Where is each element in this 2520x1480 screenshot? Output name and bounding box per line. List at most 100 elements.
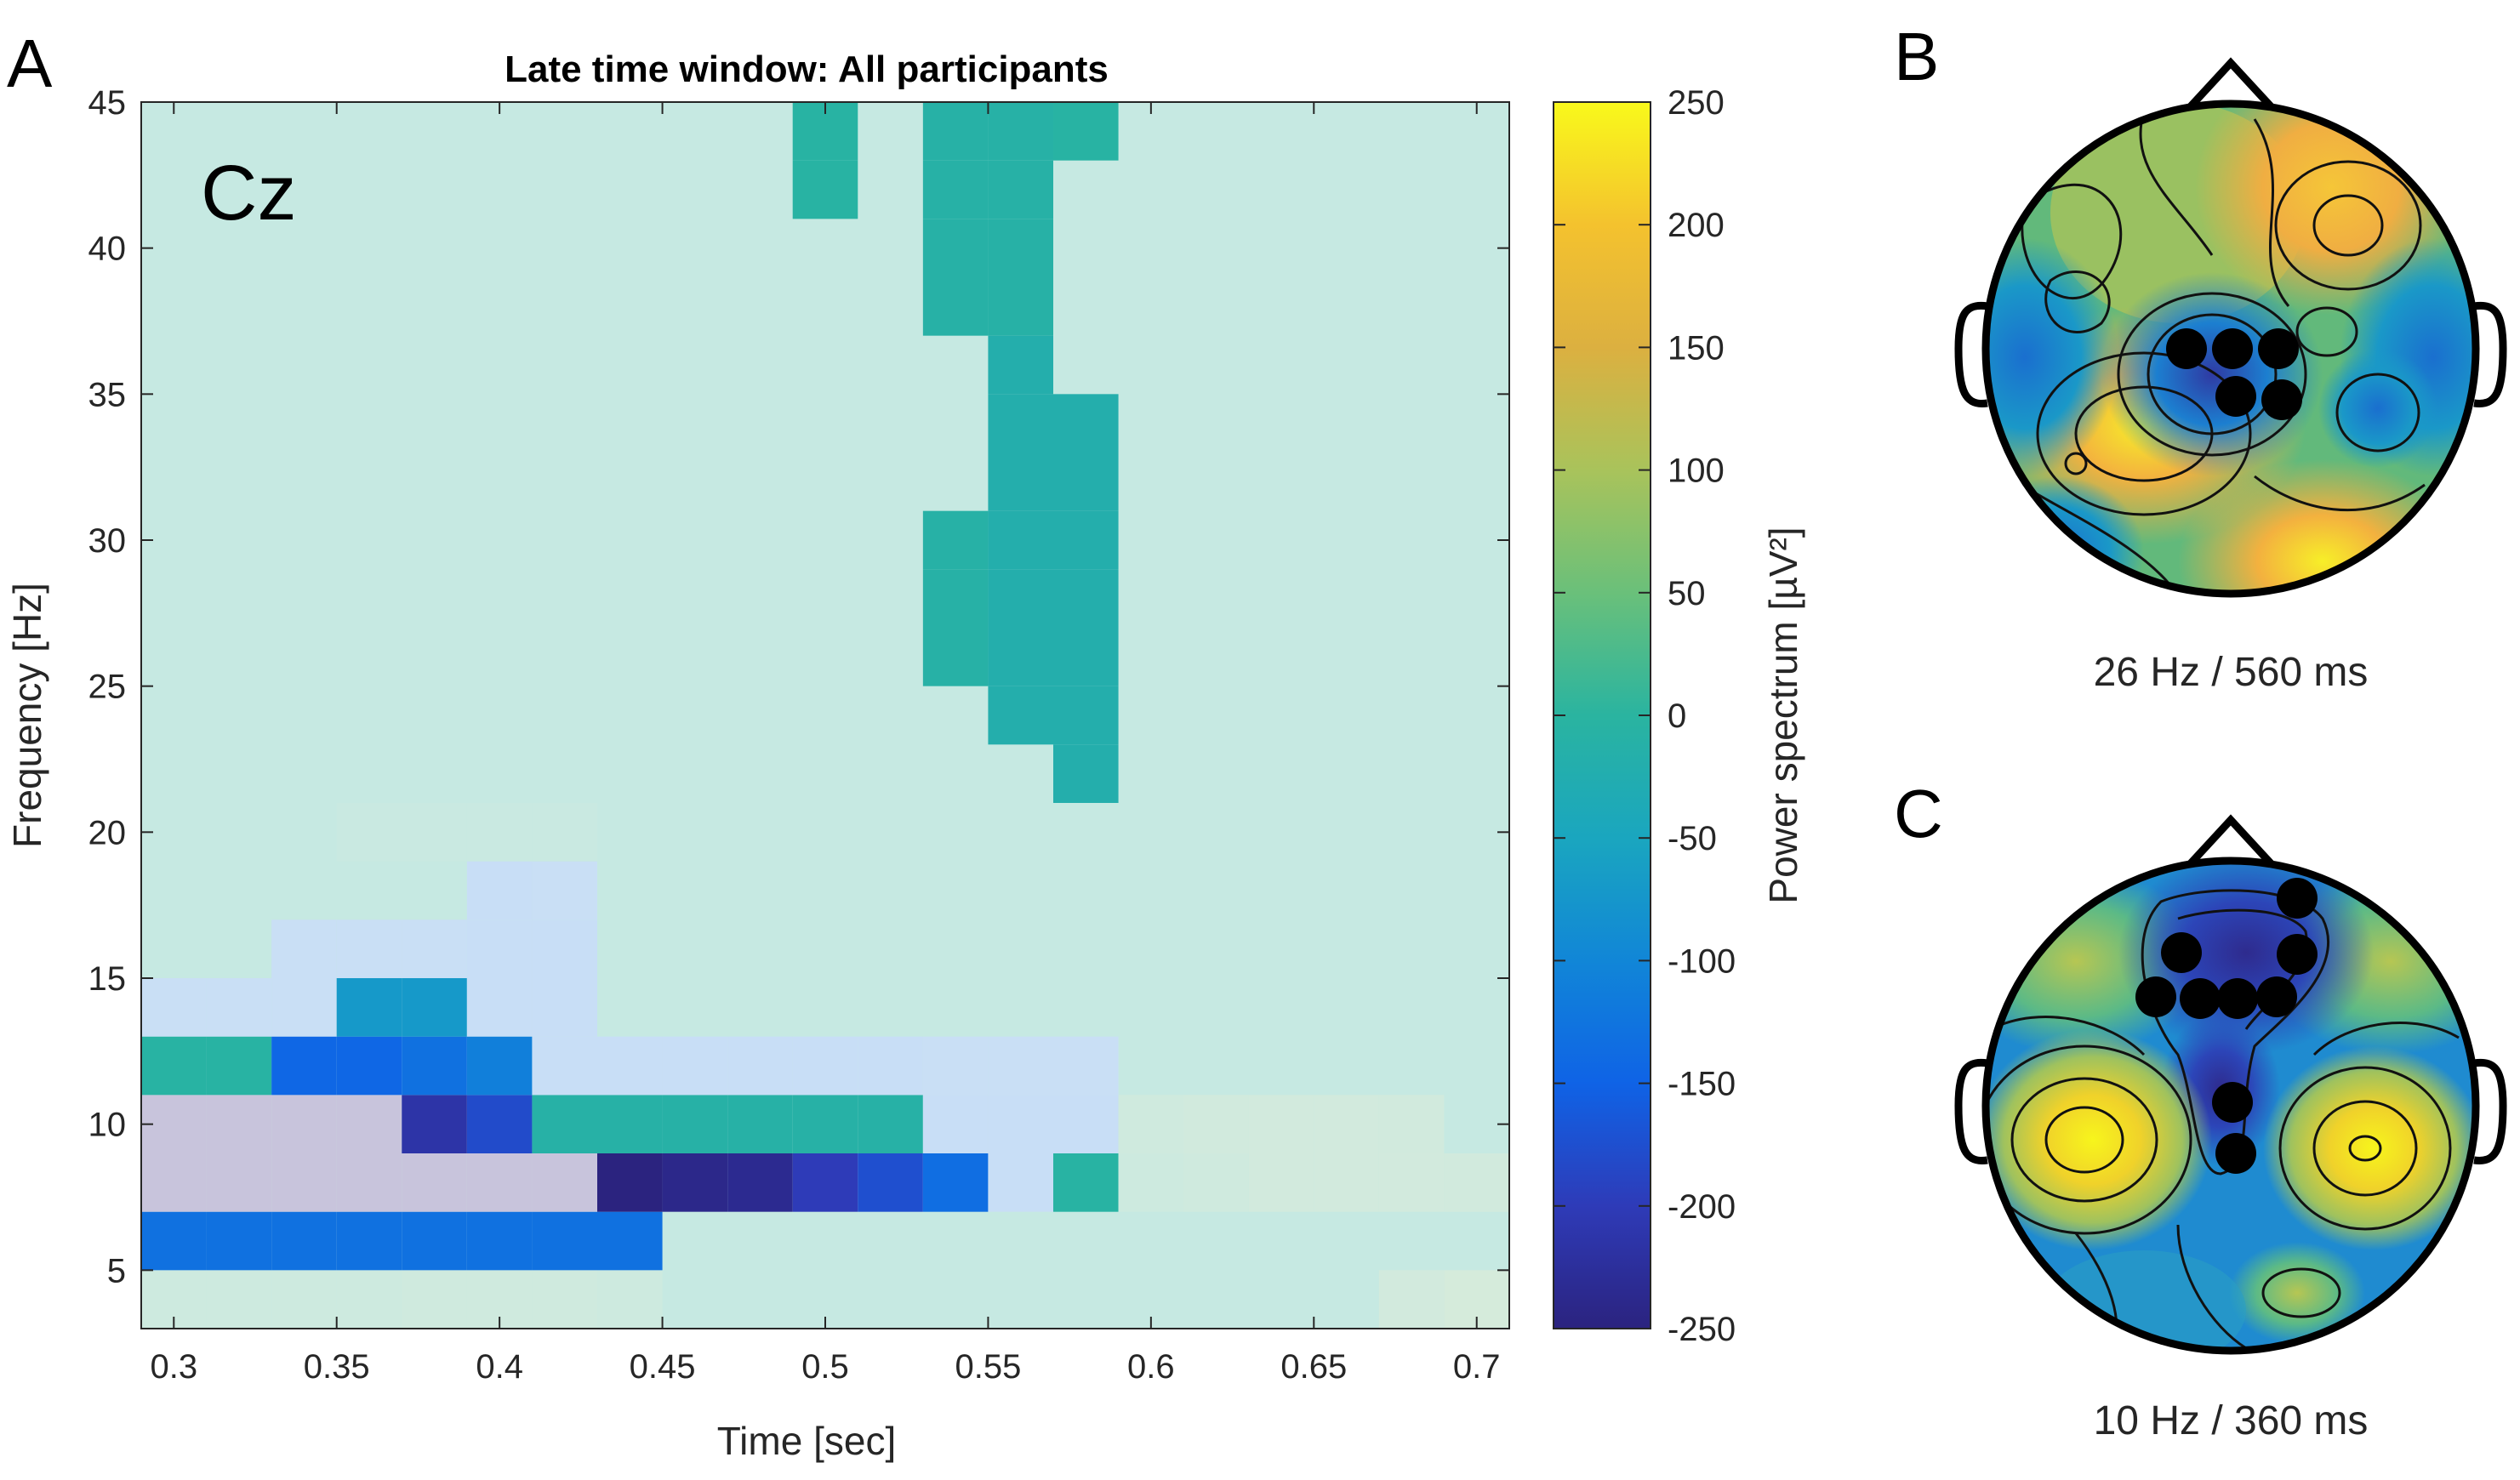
y-axis-label: Frequency [Hz] [5, 583, 49, 848]
heatmap-cell [532, 861, 597, 920]
heatmap-cell [922, 510, 989, 570]
heatmap-cell [792, 1036, 858, 1096]
heatmap-cell [1053, 1095, 1119, 1153]
colorbar-tick-label: -100 [1668, 942, 1736, 980]
heatmap-cell [532, 1211, 597, 1271]
heatmap-cell [922, 569, 989, 628]
heatmap-cell [922, 160, 989, 219]
x-tick-label: 0.55 [955, 1348, 1021, 1386]
heatmap-cell [1378, 1153, 1445, 1212]
heatmap-cell [792, 1095, 858, 1153]
topoplot-c-caption: 10 Hz / 360 ms [2094, 1398, 2369, 1443]
heatmap-cell [466, 919, 533, 978]
y-tick-label: 35 [88, 376, 127, 413]
marked-electrodes-b [2166, 328, 2302, 420]
heatmap-cell [466, 1095, 533, 1153]
heatmap-cell [141, 1036, 207, 1096]
heatmap-cell [466, 1153, 533, 1212]
heatmap-cell [1053, 1036, 1119, 1096]
heatmap-cell [988, 219, 1053, 277]
heatmap-cell [271, 1270, 337, 1329]
heatmap-cell [466, 861, 533, 920]
colorbar-tick-label: -50 [1668, 820, 1717, 857]
heatmap-cell [532, 1153, 597, 1212]
heatmap-cell [206, 1270, 272, 1329]
heatmap-cell [988, 160, 1053, 219]
colorbar: 250 200 150 100 50 0 -50 -100 -150 -200 -250 [1553, 84, 1736, 1348]
heatmap-plot: 0.3 0.35 0.4 0.45 0.5 0.55 0.6 0.65 0.7 5 10 15 20 2… [88, 84, 1510, 1386]
colorbar-tick-label: 50 [1668, 575, 1706, 612]
heatmap-cell [1053, 569, 1119, 628]
y-tick-label: 5 [107, 1252, 126, 1289]
heatmap-cell [402, 978, 467, 1037]
heatmap-cell [1378, 1270, 1445, 1329]
heatmap-cell [336, 919, 402, 978]
heatmap-cell [988, 1153, 1053, 1212]
x-tick-label: 0.45 [630, 1348, 696, 1386]
y-tick-label: 40 [88, 231, 127, 268]
heatmap-cell [922, 102, 989, 161]
heatmap-cell [1053, 628, 1119, 686]
heatmap-cell [466, 1211, 533, 1271]
heatmap-cell [922, 1036, 989, 1096]
heatmap-cell [988, 277, 1053, 336]
heatmap-cell [1183, 1153, 1249, 1212]
heatmap-cell [466, 803, 533, 862]
colorbar-gradient [1553, 101, 1651, 1329]
x-tick-label: 0.4 [476, 1348, 523, 1386]
heatmap-cell [1053, 102, 1119, 161]
heatmap-cell [271, 1036, 337, 1096]
heatmap-cell [336, 1036, 402, 1096]
heatmap-cell [141, 1153, 207, 1212]
heatmap-cell [1314, 1095, 1379, 1153]
heatmap-cell [532, 919, 597, 978]
heatmap-cell [402, 1270, 467, 1329]
x-tick-label: 0.65 [1280, 1348, 1347, 1386]
x-tick-label: 0.5 [801, 1348, 849, 1386]
heatmap-cell [1248, 1153, 1314, 1212]
colorbar-tick-label: -150 [1668, 1066, 1736, 1103]
y-tick-label: 45 [88, 84, 127, 122]
heatmap-cell [792, 1153, 858, 1212]
colorbar-tick-label: -200 [1668, 1188, 1736, 1226]
heatmap-cell [402, 919, 467, 978]
heatmap-cell [922, 277, 989, 336]
heatmap-cell [466, 1036, 533, 1096]
x-tick-label: 0.6 [1127, 1348, 1175, 1386]
heatmap-cell [1183, 1095, 1249, 1153]
heatmap-cell [336, 1211, 402, 1271]
heatmap-cell [271, 919, 337, 978]
heatmap-cell [727, 1095, 793, 1153]
heatmap-cell [662, 1036, 728, 1096]
topoplot-b [1954, 57, 2507, 598]
panel-label-c: C [1894, 776, 1943, 851]
heatmap-cell [922, 1153, 989, 1212]
colorbar-tick-label: -250 [1668, 1311, 1736, 1348]
channel-label: Cz [201, 150, 296, 236]
colorbar-tick-label: 250 [1668, 84, 1725, 122]
heatmap-cell [271, 1211, 337, 1271]
heatmap-cell [1053, 686, 1119, 745]
heatmap-cell [597, 1211, 663, 1271]
colorbar-tick-label: 100 [1668, 453, 1725, 490]
heatmap-cell [988, 1036, 1053, 1096]
heatmap-cell [1053, 510, 1119, 570]
y-tick-label: 10 [88, 1107, 127, 1144]
heatmap-cell [1248, 1095, 1314, 1153]
heatmap-cell [597, 1036, 663, 1096]
topoplot-b-caption: 26 Hz / 560 ms [2094, 650, 2369, 695]
heatmap-cell [206, 1036, 272, 1096]
heatmap-cell [1444, 1153, 1509, 1212]
heatmap-cell [597, 1153, 663, 1212]
heatmap-cell [988, 394, 1053, 453]
panel-label-b: B [1894, 19, 1939, 94]
heatmap-cell [988, 510, 1053, 570]
heatmap-cell [858, 1153, 923, 1212]
heatmap-cell [206, 1095, 272, 1153]
heatmap-cell [792, 160, 858, 219]
heatmap-cell [988, 628, 1053, 686]
heatmap-cell [271, 1095, 337, 1153]
marked-electrodes-c [2135, 878, 2318, 1174]
y-tick-label: 15 [88, 960, 127, 998]
